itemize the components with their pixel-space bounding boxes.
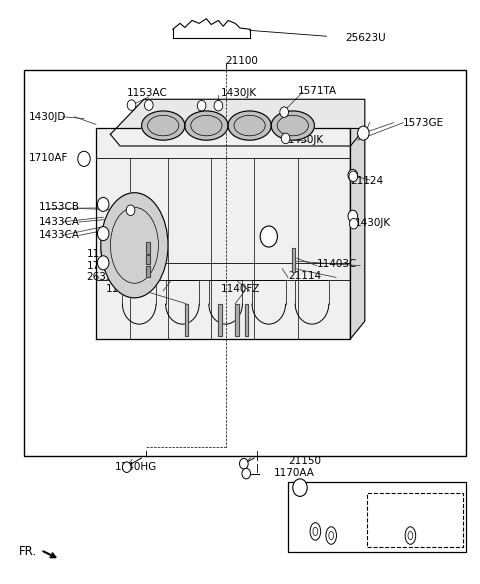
Circle shape xyxy=(240,458,248,469)
Circle shape xyxy=(281,133,290,144)
Circle shape xyxy=(293,479,307,496)
Circle shape xyxy=(97,197,109,211)
Bar xyxy=(235,304,239,336)
Circle shape xyxy=(348,210,358,222)
Bar xyxy=(367,493,463,547)
Text: FR.: FR. xyxy=(19,545,37,558)
Text: a: a xyxy=(298,483,302,492)
Text: 21124: 21124 xyxy=(350,176,384,186)
Text: 21150: 21150 xyxy=(288,456,321,467)
Text: 1430JK: 1430JK xyxy=(288,135,324,145)
Text: 1433CA: 1433CA xyxy=(38,217,79,227)
Ellipse shape xyxy=(405,527,416,544)
Ellipse shape xyxy=(313,527,318,536)
Polygon shape xyxy=(350,128,365,339)
Bar xyxy=(245,304,248,336)
Circle shape xyxy=(122,462,131,472)
Bar xyxy=(24,70,466,456)
Circle shape xyxy=(214,100,223,111)
Text: 1430JK: 1430JK xyxy=(221,88,257,99)
Polygon shape xyxy=(110,99,365,146)
Circle shape xyxy=(358,126,369,140)
Text: 1140JF: 1140JF xyxy=(106,284,141,294)
Bar xyxy=(185,304,188,336)
Ellipse shape xyxy=(310,523,321,540)
Ellipse shape xyxy=(326,527,336,544)
Circle shape xyxy=(197,100,206,111)
Circle shape xyxy=(97,256,109,270)
Circle shape xyxy=(144,100,153,110)
Bar xyxy=(185,304,188,336)
Bar xyxy=(218,304,222,336)
Circle shape xyxy=(127,100,136,110)
Bar xyxy=(146,255,150,264)
Ellipse shape xyxy=(101,193,168,298)
Bar xyxy=(288,482,466,552)
Circle shape xyxy=(349,171,358,182)
Text: 1170AA: 1170AA xyxy=(274,468,314,478)
Text: 25623U: 25623U xyxy=(346,33,386,43)
Text: 1573GE: 1573GE xyxy=(403,117,444,128)
Circle shape xyxy=(260,226,277,247)
Text: 1153AC: 1153AC xyxy=(127,88,168,99)
Ellipse shape xyxy=(228,111,271,140)
Text: 1152AA: 1152AA xyxy=(86,249,127,259)
Circle shape xyxy=(349,218,358,229)
Ellipse shape xyxy=(329,531,334,540)
Bar xyxy=(146,266,150,277)
Circle shape xyxy=(242,468,251,479)
Circle shape xyxy=(97,227,109,241)
Ellipse shape xyxy=(185,111,228,140)
Circle shape xyxy=(126,205,135,215)
Text: 1710AF: 1710AF xyxy=(29,152,68,163)
Text: 11403C: 11403C xyxy=(317,259,357,269)
Bar xyxy=(146,242,150,254)
Bar xyxy=(146,242,150,254)
Text: a: a xyxy=(266,232,272,241)
Circle shape xyxy=(348,169,358,181)
Text: 1433CA: 1433CA xyxy=(38,230,79,241)
Text: 1751GI: 1751GI xyxy=(319,506,357,516)
Ellipse shape xyxy=(271,111,314,140)
Ellipse shape xyxy=(408,531,413,540)
Bar xyxy=(235,304,239,336)
Circle shape xyxy=(280,107,288,117)
Text: 21133: 21133 xyxy=(305,497,338,507)
Ellipse shape xyxy=(142,111,185,140)
Bar xyxy=(245,304,248,336)
Text: 21314A: 21314A xyxy=(384,501,424,512)
Polygon shape xyxy=(96,128,350,339)
Text: 1430JK: 1430JK xyxy=(355,218,391,228)
Text: 21114: 21114 xyxy=(288,270,321,281)
Bar xyxy=(218,304,222,336)
Text: 21100: 21100 xyxy=(226,56,258,67)
Bar xyxy=(292,248,295,272)
Bar xyxy=(146,255,150,264)
Circle shape xyxy=(78,151,90,166)
Text: 26350: 26350 xyxy=(86,272,120,283)
Text: 1140FZ: 1140FZ xyxy=(221,284,260,294)
Bar xyxy=(146,266,150,277)
Text: 1153CB: 1153CB xyxy=(38,202,79,213)
Text: (ALT.): (ALT.) xyxy=(384,492,412,503)
Text: 1571TA: 1571TA xyxy=(298,85,337,96)
Text: 1710AA: 1710AA xyxy=(86,260,127,271)
Text: 1430JD: 1430JD xyxy=(29,112,66,122)
Bar xyxy=(292,248,295,272)
Text: 1140HG: 1140HG xyxy=(115,462,157,472)
